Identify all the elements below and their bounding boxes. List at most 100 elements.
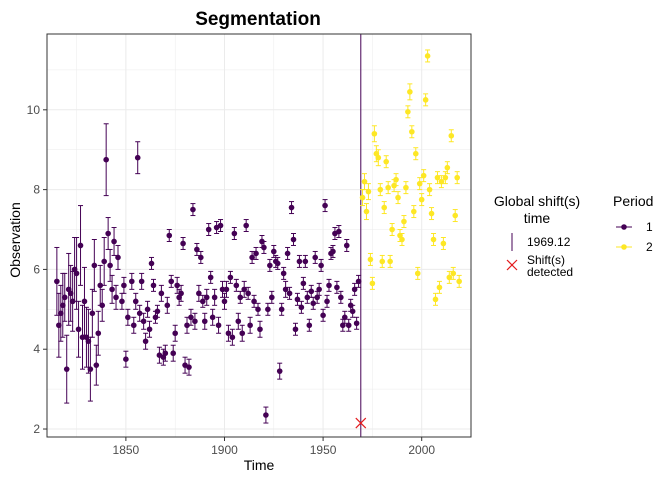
data-point-period-1 [257,326,263,333]
data-point-period-2 [389,226,395,233]
data-point-period-1 [233,282,240,289]
panel-border [46,33,472,438]
data-point-period-2 [403,184,409,191]
data-point-period-1 [101,258,107,265]
data-point-period-1 [81,298,88,305]
data-point-period-1 [152,314,159,321]
x-tick-label: 1950 [310,443,337,457]
data-point-period-1 [168,278,175,285]
data-point-period-2 [411,208,417,215]
data-point-period-1 [322,202,328,209]
data-point-period-1 [338,294,344,301]
chart-title: Segmentation [195,9,321,30]
data-point-period-1 [150,282,157,289]
data-point-period-2 [428,210,435,217]
data-point-period-1 [247,322,253,329]
data-point-period-1 [54,278,60,285]
data-point-period-1 [105,230,111,237]
data-point-period-2 [363,208,370,215]
data-point-period-1 [87,366,94,372]
data-point-period-2 [381,204,388,211]
data-point-period-1 [326,282,332,289]
x-tick-label: 1900 [211,443,238,457]
data-point-period-1 [276,368,283,374]
data-point-period-1 [251,298,257,305]
data-point-period-1 [180,240,186,247]
data-point-period-1 [312,254,319,261]
data-point-period-1 [138,278,145,285]
data-point-period-1 [351,286,358,293]
data-point-period-1 [130,322,137,329]
data-point-period-1 [93,362,100,368]
data-point-period-1 [190,206,196,213]
data-point-period-2 [426,186,433,193]
data-point-period-2 [440,240,447,247]
data-point-period-2 [393,176,399,183]
data-point-period-1 [129,278,135,285]
data-point-period-2 [371,130,378,137]
data-point-period-1 [207,274,214,281]
data-point-period-2 [432,296,439,303]
data-point-period-1 [166,232,173,239]
data-point-period-1 [56,322,62,329]
y-tick-label: 6 [33,262,40,276]
data-point-period-1 [140,318,147,325]
data-point-period-2 [424,53,431,59]
data-point-period-2 [379,258,386,265]
data-point-period-1 [314,294,320,301]
data-point-period-1 [239,330,246,337]
data-point-period-1 [164,302,171,309]
data-point-period-1 [192,318,198,325]
data-marks [54,34,462,437]
data-point-period-1 [340,322,346,329]
data-point-period-1 [125,314,131,321]
shift-legend-title-line2: time [524,210,551,226]
data-point-period-1 [241,286,248,293]
data-point-period-1 [73,270,80,277]
data-point-period-1 [136,310,143,317]
data-point-period-2 [387,258,393,265]
data-point-period-1 [341,314,348,321]
data-point-period-2 [430,236,437,243]
data-point-period-1 [170,350,177,357]
data-point-period-1 [199,298,206,305]
data-point-period-2 [377,186,384,193]
data-point-period-1 [353,320,360,327]
data-point-period-2 [442,174,449,181]
data-point-period-1 [343,242,350,249]
data-point-period-1 [132,298,139,305]
data-point-period-1 [296,258,303,265]
data-point-period-1 [59,302,66,309]
data-point-period-1 [85,338,92,345]
data-point-period-1 [172,330,178,337]
data-point-period-2 [395,194,401,201]
data-point-period-2 [399,236,405,243]
data-point-period-1 [225,330,232,337]
data-point-period-1 [320,312,326,319]
data-point-period-1 [217,222,224,229]
data-point-period-1 [203,294,210,301]
data-point-period-2 [446,274,453,281]
data-point-period-1 [259,238,265,245]
data-point-period-1 [188,314,194,321]
data-point-period-1 [316,286,322,293]
data-point-period-2 [450,270,457,277]
data-point-period-1 [178,290,184,297]
data-point-period-1 [274,260,281,267]
data-point-period-1 [347,302,354,309]
y-axis-label: Observation [7,202,23,277]
data-point-period-2 [369,280,376,287]
data-point-period-2 [436,284,443,291]
data-point-period-1 [229,334,236,341]
data-point-period-1 [227,274,234,281]
data-point-period-2 [418,196,425,203]
data-point-period-1 [99,302,106,309]
data-point-period-2 [438,178,445,185]
data-point-period-1 [249,254,255,261]
data-point-period-1 [91,262,98,269]
data-point-period-1 [223,286,230,293]
data-point-period-2 [367,256,374,263]
data-point-period-2 [420,172,427,179]
x-tick-label: 2000 [408,443,435,457]
